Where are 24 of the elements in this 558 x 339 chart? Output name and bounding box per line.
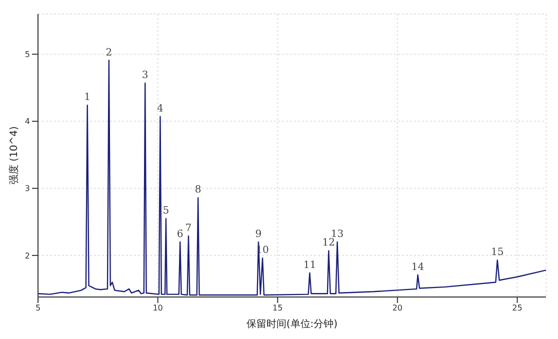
y-tick-label: 2 bbox=[24, 251, 30, 260]
y-tick-label: 3 bbox=[24, 184, 30, 194]
annotation: 8 bbox=[194, 184, 202, 196]
x-axis-title: 保留时间(单位:分钟) bbox=[246, 318, 338, 330]
annotation: 4 bbox=[157, 104, 164, 115]
y-axis-title: 强度 (10^4) bbox=[8, 126, 20, 185]
annotation: 7 bbox=[185, 222, 192, 234]
y-tick-label: 5 bbox=[24, 50, 30, 60]
y-tick-label: 4 bbox=[24, 117, 30, 126]
annotation: 6 bbox=[176, 229, 184, 240]
annotation: 2 bbox=[106, 47, 112, 58]
annotation: 15 bbox=[490, 247, 504, 258]
x-tick-label: 10 bbox=[152, 304, 163, 313]
x-tick-label: 25 bbox=[512, 304, 522, 313]
annotation: 12 bbox=[322, 238, 336, 249]
annotation: 3 bbox=[142, 70, 148, 82]
annotation: 11 bbox=[303, 260, 316, 271]
x-tick-label: 15 bbox=[272, 304, 283, 313]
annotation: 5 bbox=[162, 206, 170, 217]
annotation: 9 bbox=[255, 229, 262, 240]
annotation: 14 bbox=[411, 262, 424, 273]
annotation: 1 bbox=[84, 92, 91, 104]
x-tick-label: 5 bbox=[35, 304, 41, 313]
x-tick-label: 20 bbox=[392, 304, 403, 313]
